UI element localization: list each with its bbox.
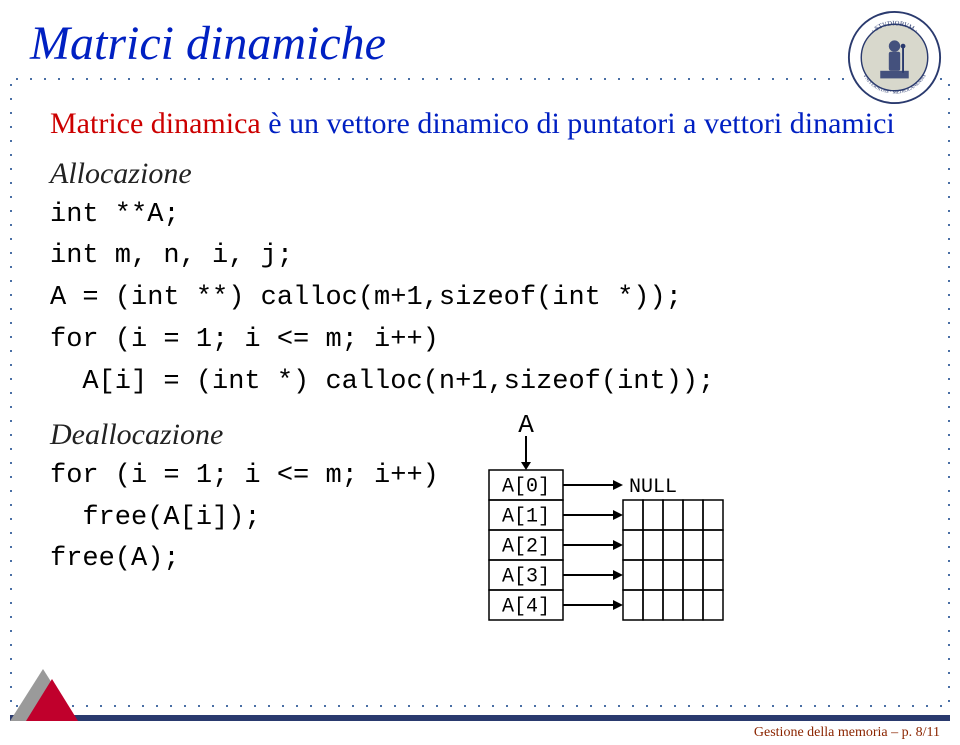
page-footer: Gestione della memoria – p. 8/11 [754, 725, 940, 741]
svg-text:A[0]: A[0] [502, 475, 550, 498]
corner-decoration [10, 661, 90, 721]
deallocation-code: for (i = 1; i <= m; i++) free(A[i]); fre… [50, 456, 439, 582]
allocation-code: int **A; int m, n, i, j; A = (int **) ca… [50, 195, 920, 404]
footer-rule [10, 715, 950, 721]
slide-title: Matrici dinamiche [30, 16, 386, 71]
svg-text:A[4]: A[4] [502, 595, 550, 618]
svg-text:A: A [518, 410, 534, 440]
subtitle: Matrice dinamica è un vettore dinamico d… [50, 104, 920, 145]
deallocation-heading: Deallocazione [50, 418, 439, 452]
memory-diagram: A A[0] NULL A[1] A[2] A[3] A[4] [469, 410, 769, 665]
svg-text:A[2]: A[2] [502, 535, 550, 558]
svg-text:NULL: NULL [629, 476, 677, 499]
university-seal-icon: · STVDIORVM · VNIVERSITAS · MEDIOLANENSI… [847, 10, 942, 105]
allocation-heading: Allocazione [50, 157, 920, 191]
subtitle-rest: è un vettore dinamico di puntatori a vet… [261, 107, 895, 140]
svg-text:A[3]: A[3] [502, 565, 550, 588]
slide-body: Matrice dinamica è un vettore dinamico d… [50, 104, 920, 665]
svg-text:A[1]: A[1] [502, 505, 550, 528]
subtitle-keyword: Matrice dinamica [50, 107, 261, 140]
